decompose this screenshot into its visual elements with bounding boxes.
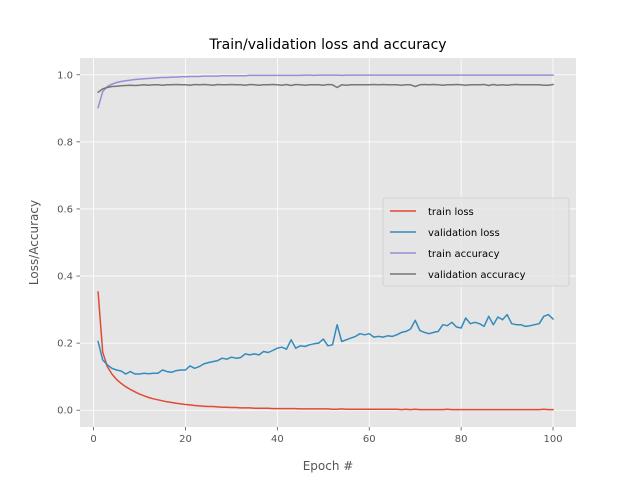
series-line-validation-loss xyxy=(97,313,555,375)
legend-label: train accuracy xyxy=(428,249,500,260)
x-tick-label: 80 xyxy=(455,434,468,445)
y-tick-label: 0.6 xyxy=(57,204,73,215)
y-axis-label: Loss/Accuracy xyxy=(27,200,41,285)
x-tick-label: 40 xyxy=(271,434,284,445)
x-tick-label: 100 xyxy=(543,434,562,445)
y-tick-label: 0.8 xyxy=(57,137,73,148)
series-lines xyxy=(97,74,555,411)
y-tick-label: 0.2 xyxy=(57,339,73,350)
y-tick-label: 0.4 xyxy=(57,272,73,283)
series-line-train-loss xyxy=(97,291,554,411)
x-axis-label: Epoch # xyxy=(303,459,354,473)
x-tick-label: 60 xyxy=(363,434,376,445)
legend-label: validation accuracy xyxy=(428,270,526,281)
axis-ticks: 0 20 40 60 80 100 0.0 0.2 0.4 0.6 0.8 1.0 xyxy=(57,70,562,445)
series-line-train-accuracy xyxy=(97,74,554,109)
y-tick-label: 0.0 xyxy=(57,406,73,417)
x-tick-label: 20 xyxy=(179,434,192,445)
series-line-validation-accuracy xyxy=(97,83,554,94)
legend-label: validation loss xyxy=(428,228,500,239)
legend-box xyxy=(382,197,570,287)
x-tick-label: 0 xyxy=(90,434,96,445)
y-tick-label: 1.0 xyxy=(57,70,73,81)
legend: train loss validation loss train accuracy v… xyxy=(382,197,570,287)
legend-label: train loss xyxy=(428,207,474,218)
chart-title: Train/validation loss and accuracy xyxy=(208,37,446,53)
